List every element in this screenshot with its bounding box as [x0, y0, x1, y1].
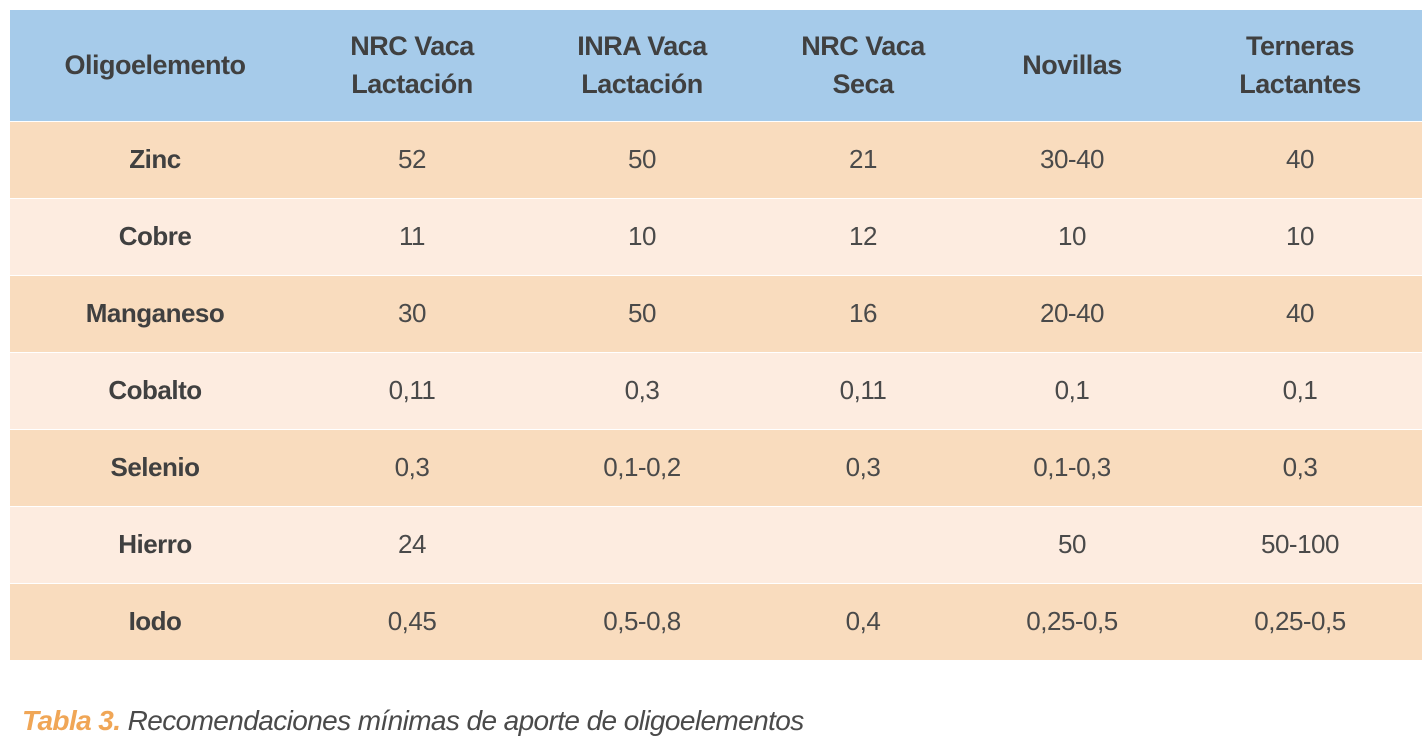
table-cell: 0,3: [394, 452, 430, 482]
table-cell: 0,25-0,5: [1026, 606, 1118, 637]
table-cell: 0,3: [845, 452, 881, 482]
table-row: Iodo 0,45 0,5-0,8 0,4 0,25-0,5 0,25-0,5: [10, 583, 1422, 660]
table-cell: 24: [398, 529, 426, 559]
table-row: Cobre 11 10 12 10 10: [10, 198, 1422, 275]
table-cell: 30-40: [1040, 144, 1105, 174]
table-cell: 0,3: [1282, 452, 1318, 482]
table-cell: 50-100: [1261, 529, 1339, 559]
table-row: Selenio 0,3 0,1-0,2 0,3 0,1-0,3 0,3: [10, 429, 1422, 506]
table-cell: 0,45: [387, 606, 437, 637]
table-cell: 30: [398, 298, 426, 328]
table-cell: 12: [849, 221, 877, 251]
row-label: Cobre: [118, 221, 192, 251]
header-row: Oligoelemento NRC Vaca Lactación INRA Vac…: [10, 10, 1422, 121]
table-cell: 0,1: [1282, 375, 1318, 405]
table-cell: 10: [1058, 221, 1086, 251]
table-row: Zinc 52 50 21 30-40 40: [10, 121, 1422, 198]
table-cell: 0,4: [845, 606, 881, 637]
header-nrc-vaca-seca: NRC Vaca Seca: [801, 31, 925, 100]
caption-tag: Tabla 3.: [22, 705, 121, 736]
header-inra-vaca-lactacion: INRA Vaca Lactación: [577, 31, 707, 100]
table-cell: [760, 506, 966, 583]
table-cell: 52: [398, 144, 426, 174]
table-cell: 50: [628, 298, 656, 328]
table-cell: 40: [1286, 298, 1314, 328]
table-cell: 11: [399, 221, 426, 251]
header-terneras-lactantes: Terneras Lactantes: [1239, 31, 1361, 100]
table-cell: 40: [1286, 144, 1314, 174]
row-label: Zinc: [129, 144, 181, 174]
row-label: Cobalto: [108, 375, 202, 405]
row-label: Selenio: [110, 452, 200, 482]
table-body: Zinc 52 50 21 30-40 40 Cobre 11 10 12 10…: [10, 121, 1422, 660]
table-cell: 0,1-0,2: [603, 452, 681, 482]
table-cell: 50: [1058, 529, 1086, 559]
row-label: Hierro: [118, 529, 192, 559]
trace-elements-table: Oligoelemento NRC Vaca Lactación INRA Vac…: [10, 10, 1422, 660]
table-cell: 50: [628, 144, 656, 174]
table-cell: 0,11: [388, 375, 436, 405]
header-novillas: Novillas: [1022, 50, 1122, 81]
table-cell: [524, 506, 760, 583]
row-label: Manganeso: [85, 298, 225, 328]
header-oligoelemento: Oligoelemento: [64, 50, 246, 81]
table-row: Hierro 24 50 50-100: [10, 506, 1422, 583]
table-caption: Tabla 3. Recomendaciones mínimas de apor…: [22, 705, 804, 737]
row-label: Iodo: [128, 606, 182, 637]
table-cell: 10: [1286, 221, 1314, 251]
table-cell: 0,1-0,3: [1033, 452, 1111, 482]
table-row: Cobalto 0,11 0,3 0,11 0,1 0,1: [10, 352, 1422, 429]
table-cell: 0,25-0,5: [1254, 606, 1346, 637]
table-cell: 0,11: [839, 375, 887, 405]
trace-elements-table-container: Oligoelemento NRC Vaca Lactación INRA Vac…: [10, 10, 1422, 660]
table-header: Oligoelemento NRC Vaca Lactación INRA Vac…: [10, 10, 1422, 121]
table-cell: 16: [849, 298, 877, 328]
table-cell: 21: [849, 144, 877, 174]
table-cell: 0,1: [1054, 375, 1090, 405]
table-cell: 10: [628, 221, 656, 251]
table-cell: 0,5-0,8: [603, 606, 681, 637]
table-cell: 20-40: [1040, 298, 1105, 328]
header-nrc-vaca-lactacion: NRC Vaca Lactación: [350, 31, 474, 100]
caption-text: Recomendaciones mínimas de aporte de oli…: [120, 705, 805, 736]
table-cell: 0,3: [624, 375, 660, 405]
table-row: Manganeso 30 50 16 20-40 40: [10, 275, 1422, 352]
